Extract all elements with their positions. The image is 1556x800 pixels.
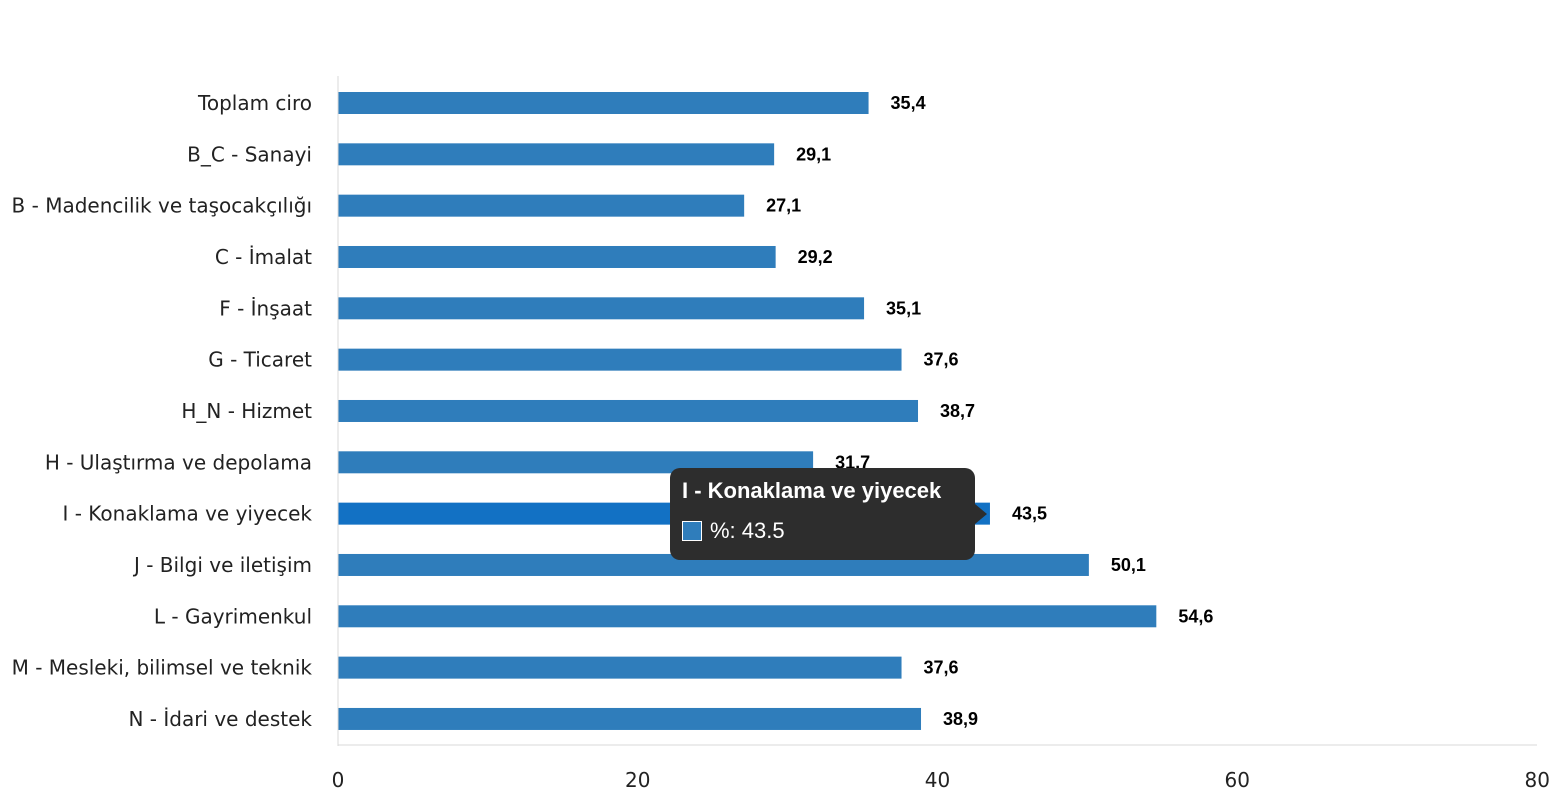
tooltip: I - Konaklama ve yiyecek %: 43.5: [670, 468, 975, 560]
x-tick-label: 20: [625, 768, 650, 792]
value-label: 37,6: [924, 350, 959, 370]
value-label: 43,5: [1012, 504, 1047, 524]
x-tick-label: 60: [1225, 768, 1250, 792]
value-label: 38,9: [943, 709, 978, 729]
tooltip-series-swatch: [682, 521, 702, 541]
bar[interactable]: [338, 451, 814, 474]
tooltip-value: %: 43.5: [710, 518, 785, 543]
category-labels: Toplam ciro B_C - Sanayi B - Madencilik ve…: [12, 91, 313, 731]
category-label: M - Mesleki, bilimsel ve teknik: [12, 656, 313, 680]
category-label: N - İdari ve destek: [128, 707, 312, 731]
bar[interactable]: [338, 348, 902, 371]
bar[interactable]: [338, 399, 919, 422]
category-label: C - İmalat: [215, 245, 312, 269]
value-label: 35,4: [891, 93, 926, 113]
category-label: B - Madencilik ve taşocakçılığı: [12, 194, 312, 218]
bar[interactable]: [338, 707, 922, 730]
value-label: 31,7: [835, 452, 870, 472]
category-label: G - Ticaret: [208, 348, 312, 372]
bar[interactable]: [338, 245, 776, 268]
bars: [338, 92, 1157, 730]
category-label: L - Gayrimenkul: [154, 604, 312, 628]
category-label: I - Konaklama ve yiyecek: [62, 502, 312, 526]
value-label: 54,6: [1178, 606, 1213, 626]
value-label: 29,2: [798, 247, 833, 267]
category-label: Toplam ciro: [197, 91, 312, 115]
category-label: H_N - Hizmet: [181, 399, 312, 423]
bar[interactable]: [338, 194, 745, 217]
category-label: B_C - Sanayi: [187, 142, 312, 166]
tooltip-arrow: [975, 504, 987, 524]
category-label: J - Bilgi ve iletişim: [132, 553, 312, 577]
bar[interactable]: [338, 297, 865, 320]
category-label: F - İnşaat: [219, 296, 312, 320]
x-tick-label: 80: [1525, 768, 1550, 792]
tooltip-row: %: 43.5: [682, 518, 963, 544]
value-label: 35,1: [886, 298, 921, 318]
value-label: 29,1: [796, 144, 831, 164]
bar[interactable]: [338, 143, 775, 166]
x-tick-label: 0: [332, 768, 345, 792]
x-axis-tick-labels: 0 20 40 60 80: [332, 768, 1550, 792]
value-label: 27,1: [766, 196, 801, 216]
bar[interactable]: [338, 656, 902, 679]
tooltip-title: I - Konaklama ve yiyecek: [682, 478, 942, 503]
value-label: 50,1: [1111, 555, 1146, 575]
value-labels: 35,4 29,1 27,1 29,2 35,1 37,6 38,7 31,7 43,5 50,1…: [766, 93, 1213, 729]
bar[interactable]: [338, 605, 1157, 628]
value-label: 38,7: [940, 401, 975, 421]
value-label: 37,6: [924, 658, 959, 678]
x-tick-label: 40: [925, 768, 950, 792]
bar[interactable]: [338, 92, 869, 114]
category-label: H - Ulaştırma ve depolama: [45, 450, 312, 474]
